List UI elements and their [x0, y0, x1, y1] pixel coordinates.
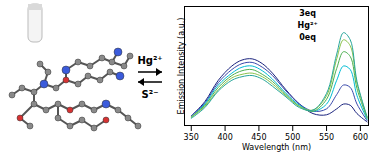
svg-text:450: 450	[251, 133, 266, 142]
svg-text:550: 550	[319, 133, 334, 142]
svg-text:350: 350	[184, 133, 199, 142]
svg-text:Hg²⁺: Hg²⁺	[298, 21, 318, 30]
svg-text:0eq: 0eq	[299, 33, 316, 42]
svg-text:Wavelength (nm): Wavelength (nm)	[242, 143, 311, 152]
svg-text:600: 600	[353, 133, 368, 142]
svg-text:Hg²⁺: Hg²⁺	[137, 55, 162, 66]
svg-text:S²⁻: S²⁻	[142, 89, 159, 100]
svg-text:Emission Intensity (a.u.): Emission Intensity (a.u.)	[177, 17, 187, 115]
svg-text:500: 500	[285, 133, 300, 142]
svg-text:3eq: 3eq	[299, 9, 316, 18]
svg-text:400: 400	[217, 133, 232, 142]
